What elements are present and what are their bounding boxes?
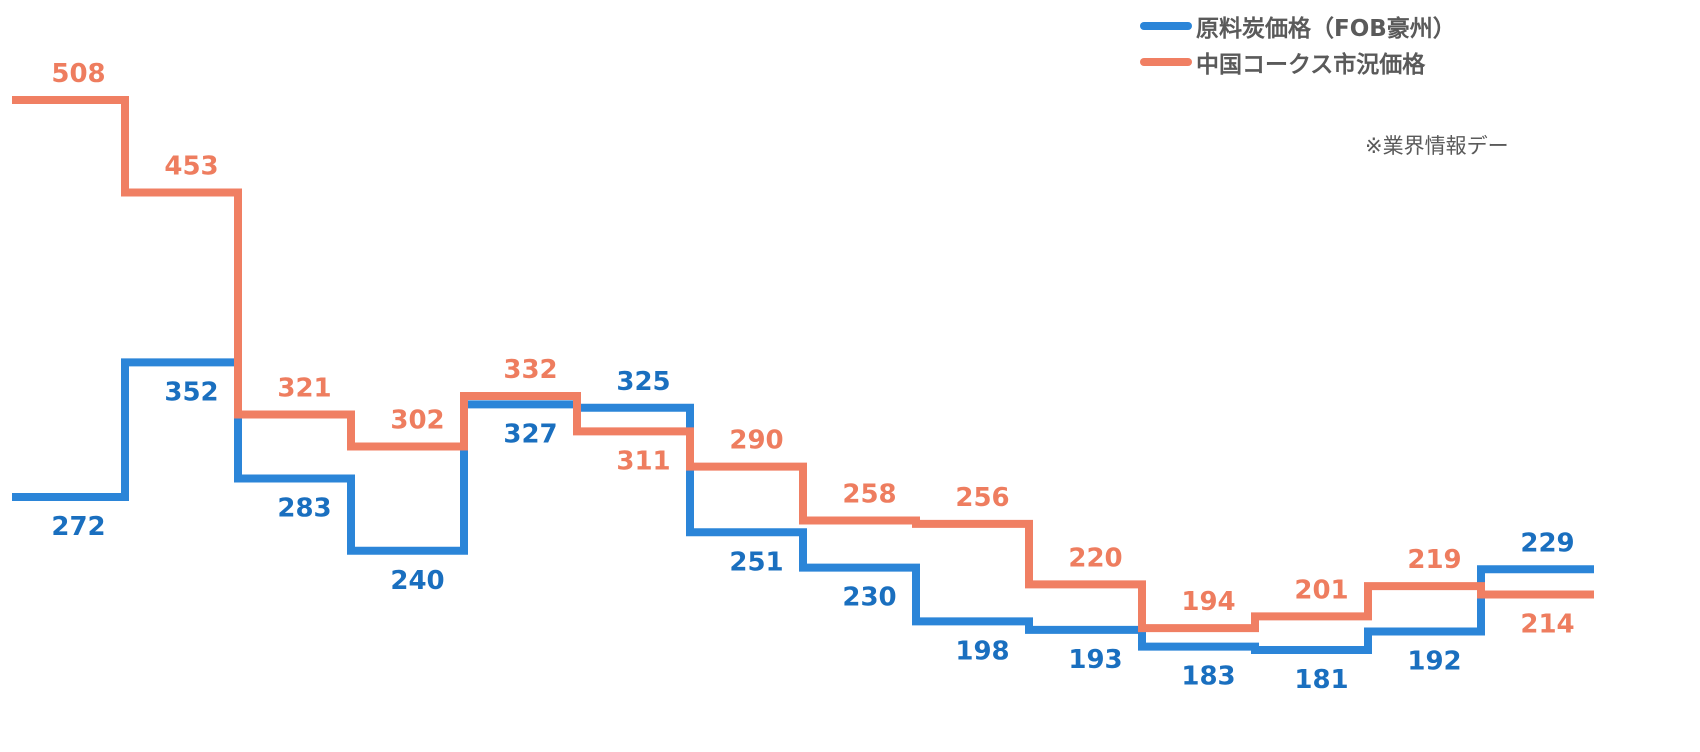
legend-swatch-blue: [1140, 22, 1192, 30]
source-note: ※業界情報デー: [1365, 134, 1509, 158]
data-label: 290: [729, 426, 783, 456]
data-label: 198: [955, 636, 1009, 666]
data-label: 272: [51, 512, 105, 542]
series-line-0: [12, 358, 1594, 654]
data-label: 508: [51, 59, 105, 89]
data-label: 325: [616, 367, 670, 397]
data-label: 230: [842, 583, 896, 613]
data-label: 251: [729, 547, 783, 577]
data-label: 220: [1068, 543, 1122, 573]
data-label: 194: [1181, 587, 1235, 617]
data-label: 201: [1294, 575, 1348, 605]
data-label: 352: [164, 377, 218, 407]
legend-swatch-orange: [1140, 58, 1192, 66]
data-label: 193: [1068, 645, 1122, 675]
data-label: 283: [277, 493, 331, 523]
data-label: 214: [1520, 609, 1574, 639]
data-label: 311: [616, 446, 670, 476]
data-label: 181: [1294, 665, 1348, 695]
data-label: 302: [390, 405, 444, 435]
legend-label-coke-price: 中国コークス市況価格: [1196, 52, 1426, 78]
data-label: 192: [1407, 646, 1461, 676]
legend-label-coking-coal: 原料炭価格（FOB豪州）: [1196, 16, 1456, 42]
data-label: 332: [503, 355, 557, 385]
data-label: 327: [503, 419, 557, 449]
data-label: 183: [1181, 662, 1235, 692]
data-label: 453: [164, 152, 218, 182]
data-label: 229: [1520, 528, 1574, 558]
data-label: 240: [390, 566, 444, 596]
data-label: 321: [277, 374, 331, 404]
data-label: 219: [1407, 545, 1461, 575]
legend-item-coking-coal: 原料炭価格（FOB豪州）: [1140, 8, 1456, 44]
data-label: 256: [955, 483, 1009, 513]
legend-item-coke-price: 中国コークス市況価格: [1140, 44, 1456, 80]
series-line-1: [12, 96, 1594, 633]
data-label: 258: [842, 479, 896, 509]
legend: 原料炭価格（FOB豪州） 中国コークス市況価格: [1140, 8, 1456, 80]
